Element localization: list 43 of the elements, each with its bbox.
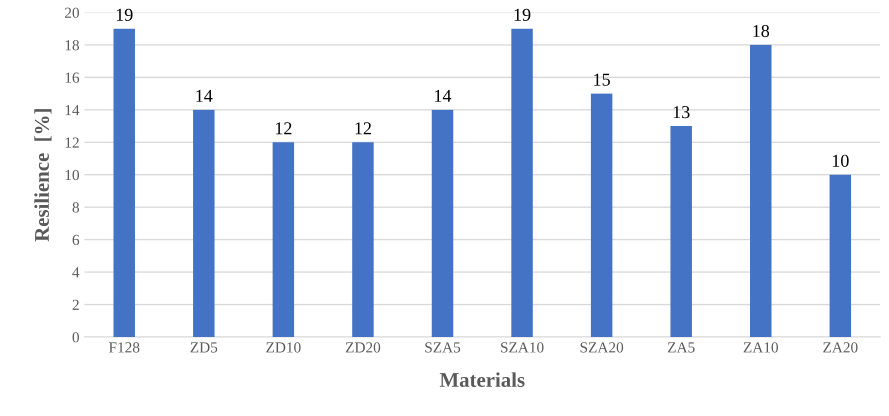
bar bbox=[352, 142, 374, 337]
x-tick-label: F128 bbox=[108, 342, 140, 353]
bar bbox=[193, 110, 215, 337]
bar bbox=[750, 44, 772, 337]
data-label: 13 bbox=[674, 106, 690, 118]
bar bbox=[432, 110, 454, 337]
y-tick-label: 4 bbox=[72, 267, 80, 278]
y-tick-label: 6 bbox=[72, 234, 80, 246]
data-label: 14 bbox=[435, 90, 452, 102]
x-tick-label: ZA5 bbox=[668, 342, 695, 353]
x-tick-label: ZA10 bbox=[744, 342, 778, 353]
y-axis-title: Resilience [%] bbox=[34, 109, 52, 242]
data-label: 10 bbox=[832, 154, 849, 167]
data-label: 12 bbox=[276, 122, 292, 134]
bar bbox=[511, 28, 533, 337]
y-tick-label: 20 bbox=[64, 8, 80, 18]
x-axis-title: Materials bbox=[440, 372, 525, 388]
bar bbox=[670, 126, 692, 337]
x-tick-label: ZD10 bbox=[266, 342, 301, 353]
data-label: 19 bbox=[514, 8, 530, 21]
data-label: 19 bbox=[116, 8, 133, 21]
bar bbox=[272, 142, 294, 337]
x-tick-label: ZA20 bbox=[823, 342, 858, 353]
y-tick-label: 2 bbox=[72, 300, 79, 310]
x-tick-label: ZD5 bbox=[190, 342, 218, 353]
y-tick-label: 8 bbox=[72, 202, 80, 213]
x-tick-label: SZA5 bbox=[425, 342, 460, 353]
y-tick-label: 10 bbox=[66, 170, 80, 180]
bar bbox=[113, 28, 135, 337]
data-label: 14 bbox=[196, 90, 213, 102]
y-tick-label: 14 bbox=[66, 105, 80, 116]
data-label: 12 bbox=[355, 122, 371, 134]
x-tick-label: SZA10 bbox=[501, 342, 544, 353]
bar bbox=[590, 94, 612, 337]
y-tick-label: 0 bbox=[72, 332, 80, 342]
y-tick-label: 18 bbox=[66, 40, 80, 50]
x-tick-label: SZA20 bbox=[580, 342, 624, 353]
x-tick-label: ZD20 bbox=[346, 342, 380, 353]
y-tick-label: 16 bbox=[66, 72, 80, 83]
bar bbox=[830, 174, 852, 337]
data-label: 18 bbox=[753, 24, 770, 38]
data-label: 15 bbox=[594, 74, 610, 86]
y-tick-label: 12 bbox=[66, 137, 79, 148]
